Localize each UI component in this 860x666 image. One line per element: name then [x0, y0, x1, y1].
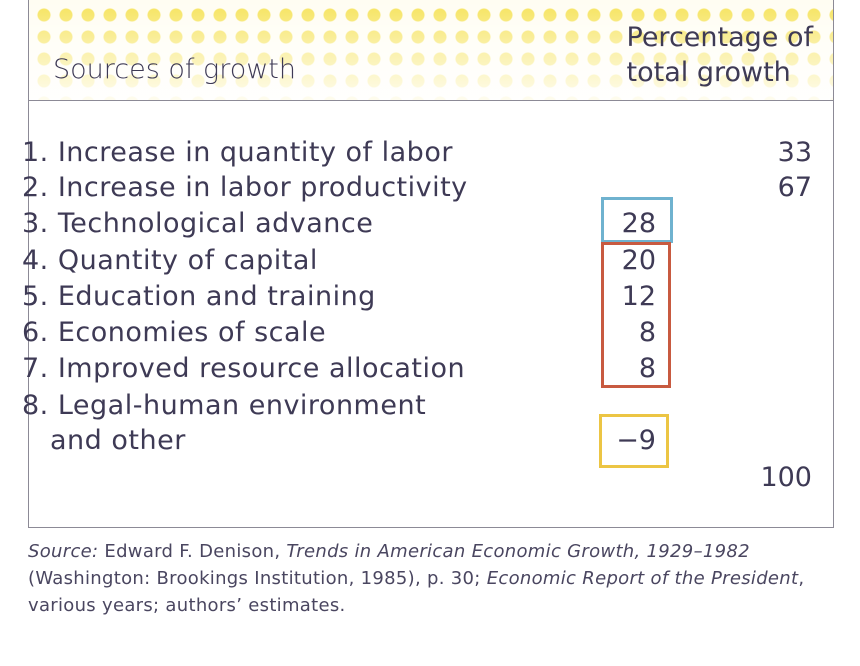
row-label-quantity-of-capital: 4. Quantity of capital [22, 245, 318, 276]
row-label-technological-advance: 3. Technological advance [22, 208, 374, 239]
row-total-labor-quantity: 33 [777, 137, 812, 168]
row-value-quantity-of-capital: 20 [621, 245, 656, 276]
row-value-economies-of-scale: 8 [638, 317, 656, 348]
row-label-labor-productivity: 2. Increase in labor productivity [22, 172, 468, 203]
column-header-sources: Sources of growth [53, 54, 296, 85]
row-total-labor-productivity: 67 [777, 172, 812, 203]
row-label-labor-quantity: 1. Increase in quantity of labor [22, 137, 453, 168]
row-label-resource-allocation: 7. Improved resource allocation [22, 353, 466, 384]
row-label-legal-human-line2: and other [50, 425, 186, 456]
negative-value-highlight-box [599, 414, 669, 468]
row-value-education-training: 12 [621, 281, 656, 312]
column-header-percentage-line1: Percentage of [626, 22, 814, 53]
row-label-economies-of-scale: 6. Economies of scale [22, 317, 327, 348]
row-label-legal-human-line1: 8. Legal-human environment [22, 390, 427, 421]
grand-total: 100 [760, 462, 812, 493]
growth-sources-table: Sources of growth Percentage of total gr… [28, 0, 834, 528]
capital-group-highlight-box [601, 242, 671, 388]
header-dotted-band [29, 0, 833, 100]
column-header-percentage-line2: total growth [626, 57, 791, 88]
source-author: Edward F. Denison, [98, 541, 287, 562]
column-header-percentage: Percentage of total growth [627, 20, 814, 90]
row-value-legal-human: −9 [616, 425, 656, 456]
source-suffix: , various years; authors’ estimates. [28, 568, 805, 616]
source-publisher: (Washington: Brookings Institution, 1985… [28, 568, 487, 589]
source-report-title: Economic Report of the President [486, 568, 799, 589]
source-book-title: Trends in American Economic Growth, 1929… [286, 541, 750, 562]
header-divider [29, 100, 833, 101]
technology-highlight-box [601, 197, 673, 243]
source-prefix: Source: [28, 541, 99, 562]
source-note: Source: Edward F. Denison, Trends in Ame… [28, 538, 834, 619]
row-value-resource-allocation: 8 [638, 353, 656, 384]
row-value-technological-advance: 28 [621, 208, 656, 239]
row-label-education-training: 5. Education and training [22, 281, 376, 312]
